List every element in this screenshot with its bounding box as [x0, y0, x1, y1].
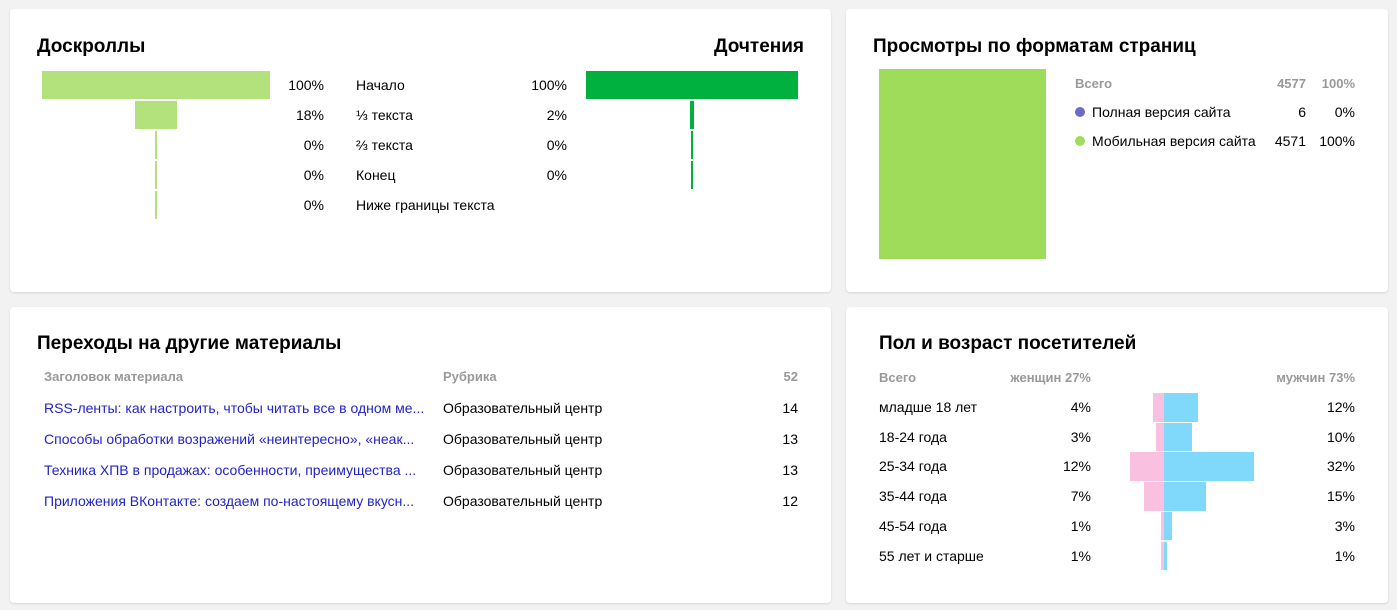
scroll-pct: 0% — [303, 197, 324, 213]
scroll-bar — [155, 131, 157, 159]
table-row: Способы обработки возражений «неинтересн… — [10, 431, 831, 453]
material-rubric: Образовательный центр — [443, 493, 603, 509]
read-pct: 2% — [546, 107, 567, 123]
transitions-card: Переходы на другие материалы Заголовок м… — [10, 307, 831, 603]
scroll-pct: 100% — [288, 77, 324, 93]
men-bar — [1164, 452, 1254, 482]
format-legend-dot — [1075, 107, 1085, 117]
material-link[interactable]: Приложения ВКонтакте: создаем по-настоящ… — [44, 493, 415, 509]
scroll-pct: 18% — [295, 107, 324, 123]
table-row: Техника ХПВ в продажах: особенности, пре… — [10, 462, 831, 484]
women-pct: 12% — [1062, 458, 1091, 475]
demographics-title: Пол и возраст посетителей — [879, 333, 1137, 354]
demo-women-label: женщин 27% — [1010, 370, 1091, 385]
transitions-title: Переходы на другие материалы — [37, 333, 342, 354]
material-rubric: Образовательный центр — [443, 431, 603, 447]
demo-men-label: мужчин 73% — [1276, 370, 1355, 385]
scroll-row-label: ⅓ текста — [356, 107, 413, 123]
women-pct: 1% — [1070, 547, 1091, 564]
scroll-title: Доскроллы — [37, 36, 146, 57]
demo-total-label: Всего — [879, 370, 917, 385]
format-bar — [879, 69, 1046, 259]
men-bar — [1164, 511, 1173, 541]
format-pct: 100% — [1319, 133, 1355, 149]
women-pct: 7% — [1070, 488, 1091, 505]
women-pct: 3% — [1070, 428, 1091, 445]
women-pct: 1% — [1070, 517, 1091, 534]
men-bar — [1164, 393, 1198, 422]
table-row: Приложения ВКонтакте: создаем по-настоящ… — [10, 493, 831, 515]
col-header-title: Заголовок материала — [44, 369, 184, 384]
women-bar — [1161, 511, 1164, 541]
men-pct: 10% — [1326, 428, 1355, 445]
format-label: Полная версия сайта — [1092, 104, 1231, 120]
material-link[interactable]: Техника ХПВ в продажах: особенности, пре… — [44, 462, 417, 478]
scroll-row-label: Ниже границы текста — [356, 197, 495, 213]
men-pct: 15% — [1326, 488, 1355, 505]
women-pct: 4% — [1070, 399, 1091, 415]
material-rubric: Образовательный центр — [443, 462, 603, 478]
material-rubric: Образовательный центр — [443, 400, 603, 416]
age-label: 35-44 года — [879, 488, 947, 505]
format-label: Мобильная версия сайта — [1092, 133, 1256, 149]
demographics-card: Пол и возраст посетителей Всего женщин 2… — [846, 307, 1388, 603]
formats-card: Просмотры по форматам страниц Всего 4577… — [846, 9, 1388, 292]
material-count: 13 — [782, 462, 798, 478]
men-bar — [1164, 482, 1206, 511]
formats-title: Просмотры по форматам страниц — [873, 36, 1196, 57]
men-bar — [1164, 541, 1167, 571]
read-title: Дочтения — [713, 36, 804, 57]
read-bar — [691, 161, 693, 189]
scroll-bar — [135, 101, 177, 129]
material-link[interactable]: Способы обработки возражений «неинтересн… — [44, 431, 415, 447]
material-count: 14 — [782, 400, 798, 416]
men-pct: 32% — [1326, 458, 1355, 475]
material-count: 12 — [782, 493, 798, 509]
scroll-row-label: Конец — [356, 167, 396, 183]
formats-total-label: Всего — [1075, 76, 1113, 91]
men-pct: 3% — [1334, 517, 1355, 534]
scroll-bar — [155, 161, 157, 189]
age-label: 45-54 года — [879, 517, 947, 534]
women-bar — [1161, 541, 1164, 571]
format-count: 6 — [1298, 104, 1306, 120]
material-link[interactable]: RSS-ленты: как настроить, чтобы читать в… — [44, 400, 425, 416]
table-row: RSS-ленты: как настроить, чтобы читать в… — [10, 400, 831, 422]
men-bar — [1164, 422, 1192, 452]
formats-chart — [879, 69, 1046, 259]
scroll-bar — [155, 191, 157, 219]
formats-total-count: 4577 — [1277, 76, 1306, 91]
format-count: 4571 — [1274, 133, 1306, 149]
material-count: 13 — [782, 431, 798, 447]
scroll-row-label: Начало — [356, 77, 405, 93]
age-label: 25-34 года — [879, 458, 947, 475]
read-pct: 0% — [546, 167, 567, 183]
men-pct: 12% — [1326, 399, 1355, 415]
men-pct: 1% — [1334, 547, 1355, 564]
scroll-bar — [42, 71, 270, 99]
format-pct: 0% — [1334, 104, 1355, 120]
read-bar — [691, 131, 693, 159]
women-bar — [1155, 422, 1164, 452]
scroll-pct: 0% — [303, 167, 324, 183]
read-pct: 100% — [531, 77, 567, 93]
scroll-row-label: ⅔ текста — [356, 137, 413, 153]
col-header-rubric: Рубрика — [443, 369, 497, 384]
read-bar — [586, 71, 798, 99]
formats-total-pct: 100% — [1321, 76, 1355, 91]
col-header-total: 52 — [783, 369, 798, 384]
scroll-depth-card: Доскроллы Дочтения 100% Начало 100% 18% ⅓ те… — [10, 9, 831, 292]
age-label: младше 18 лет — [879, 399, 978, 415]
women-bar — [1144, 482, 1164, 511]
read-pct: 0% — [546, 137, 567, 153]
format-legend-dot — [1075, 136, 1085, 146]
age-label: 55 лет и старше — [879, 547, 984, 564]
women-bar — [1130, 452, 1164, 482]
women-bar — [1152, 393, 1164, 422]
read-bar — [689, 101, 695, 129]
age-label: 18-24 года — [879, 428, 947, 445]
scroll-pct: 0% — [303, 137, 324, 153]
